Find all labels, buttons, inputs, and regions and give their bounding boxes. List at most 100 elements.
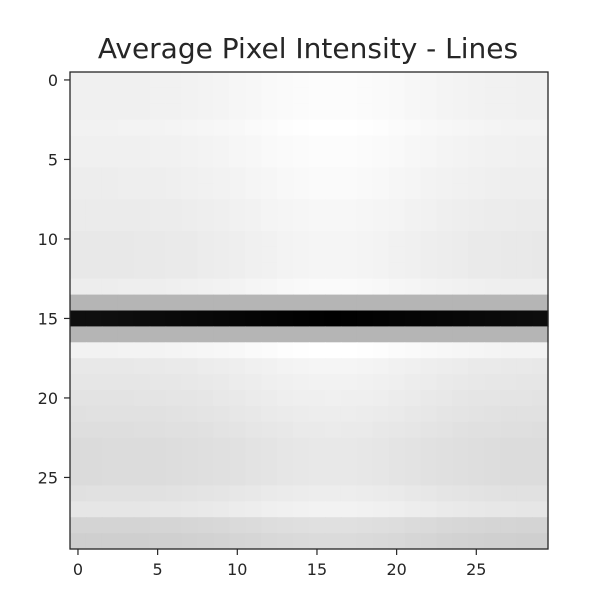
heatmap-cell: [500, 119, 517, 137]
heatmap-cell: [420, 517, 438, 534]
heatmap-cell: [277, 231, 294, 248]
heatmap-cell: [133, 135, 151, 153]
heatmap-cell: [420, 246, 438, 264]
heatmap-cell: [324, 405, 342, 423]
heatmap-cell: [261, 278, 278, 296]
heatmap-cell: [117, 231, 135, 248]
heatmap-cell: [149, 358, 167, 375]
heatmap-cell: [356, 374, 374, 391]
heatmap-cell: [213, 437, 230, 455]
heatmap-cell: [500, 231, 517, 248]
heatmap-cell: [436, 517, 453, 534]
heatmap-cell: [500, 405, 517, 423]
heatmap-cell: [324, 437, 342, 455]
heatmap-cell: [165, 246, 183, 264]
heatmap-cell: [133, 374, 151, 391]
heatmap-cell: [484, 183, 501, 200]
heatmap-cell: [181, 167, 199, 184]
heatmap-cell: [532, 278, 549, 296]
heatmap-cell: [133, 342, 151, 359]
heatmap-cell: [293, 437, 310, 455]
heatmap-cell: [388, 231, 406, 248]
heatmap-cell: [372, 199, 390, 216]
heatmap-cell: [293, 119, 310, 137]
heatmap-cell: [149, 533, 167, 550]
heatmap-cell: [452, 374, 469, 391]
heatmap-cell: [372, 517, 390, 534]
heatmap-cell: [468, 119, 485, 137]
heatmap-cell: [85, 437, 103, 455]
y-tick-label: 15: [38, 309, 58, 328]
heatmap-cell: [404, 199, 422, 216]
heatmap-cell: [372, 485, 390, 502]
heatmap-cell: [436, 231, 453, 248]
heatmap-cell: [229, 199, 246, 216]
heatmap-cell: [277, 167, 294, 184]
heatmap-cell: [101, 501, 119, 518]
heatmap-cell: [245, 485, 262, 502]
heatmap-cell: [436, 358, 453, 375]
heatmap-cell: [165, 374, 183, 391]
heatmap-cell: [309, 342, 326, 359]
heatmap-cell: [149, 278, 167, 296]
heatmap-cell: [165, 183, 183, 200]
heatmap-cell: [532, 262, 549, 280]
heatmap-cell: [388, 87, 406, 105]
heatmap-cell: [324, 533, 342, 550]
heatmap-cell: [372, 533, 390, 550]
heatmap-cell: [277, 326, 294, 343]
heatmap-cell: [181, 278, 199, 296]
heatmap-cell: [197, 151, 214, 168]
heatmap-cell: [213, 103, 230, 121]
heatmap-cell: [404, 183, 422, 200]
heatmap-cell: [149, 342, 167, 359]
heatmap-cell: [324, 246, 342, 264]
heatmap-cell: [372, 278, 390, 296]
heatmap-cell: [436, 405, 453, 423]
heatmap-cell: [261, 533, 278, 550]
heatmap-cell: [356, 517, 374, 534]
heatmap-cell: [372, 119, 390, 137]
heatmap-cell: [500, 310, 517, 327]
heatmap-cell: [324, 135, 342, 153]
heatmap-cell: [101, 310, 119, 327]
heatmap-cell: [420, 135, 438, 153]
heatmap-cell: [117, 326, 135, 343]
heatmap-cell: [324, 310, 342, 327]
heatmap-cell: [404, 485, 422, 502]
heatmap-cell: [532, 374, 549, 391]
heatmap-cell: [532, 437, 549, 455]
heatmap-cell: [70, 167, 87, 184]
heatmap-cell: [277, 517, 294, 534]
heatmap-cell: [85, 469, 103, 486]
heatmap-cell: [149, 103, 167, 121]
heatmap-cell: [245, 262, 262, 280]
heatmap-cell: [149, 501, 167, 518]
heatmap-cell: [340, 262, 358, 280]
heatmap-cell: [261, 294, 278, 312]
heatmap-cell: [388, 278, 406, 296]
heatmap-cell: [101, 374, 119, 391]
heatmap-cell: [293, 231, 310, 248]
heatmap-cell: [133, 294, 151, 312]
heatmap-cell: [133, 199, 151, 216]
heatmap-cell: [149, 262, 167, 280]
heatmap-cell: [277, 358, 294, 375]
heatmap-cell: [70, 374, 87, 391]
heatmap-cell: [117, 310, 135, 327]
heatmap-cell: [436, 103, 453, 121]
heatmap-cell: [436, 374, 453, 391]
heatmap-cell: [277, 469, 294, 486]
heatmap-cell: [484, 469, 501, 486]
heatmap-cell: [404, 278, 422, 296]
heatmap-cell: [181, 231, 199, 248]
heatmap-cell: [101, 231, 119, 248]
heatmap-cell: [532, 310, 549, 327]
heatmap-cell: [516, 485, 533, 502]
heatmap-cell: [245, 453, 262, 471]
heatmap-cell: [70, 262, 87, 280]
heatmap-cell: [229, 231, 246, 248]
heatmap-cell: [85, 246, 103, 264]
heatmap-cell: [133, 405, 151, 423]
heatmap-cell: [532, 167, 549, 184]
